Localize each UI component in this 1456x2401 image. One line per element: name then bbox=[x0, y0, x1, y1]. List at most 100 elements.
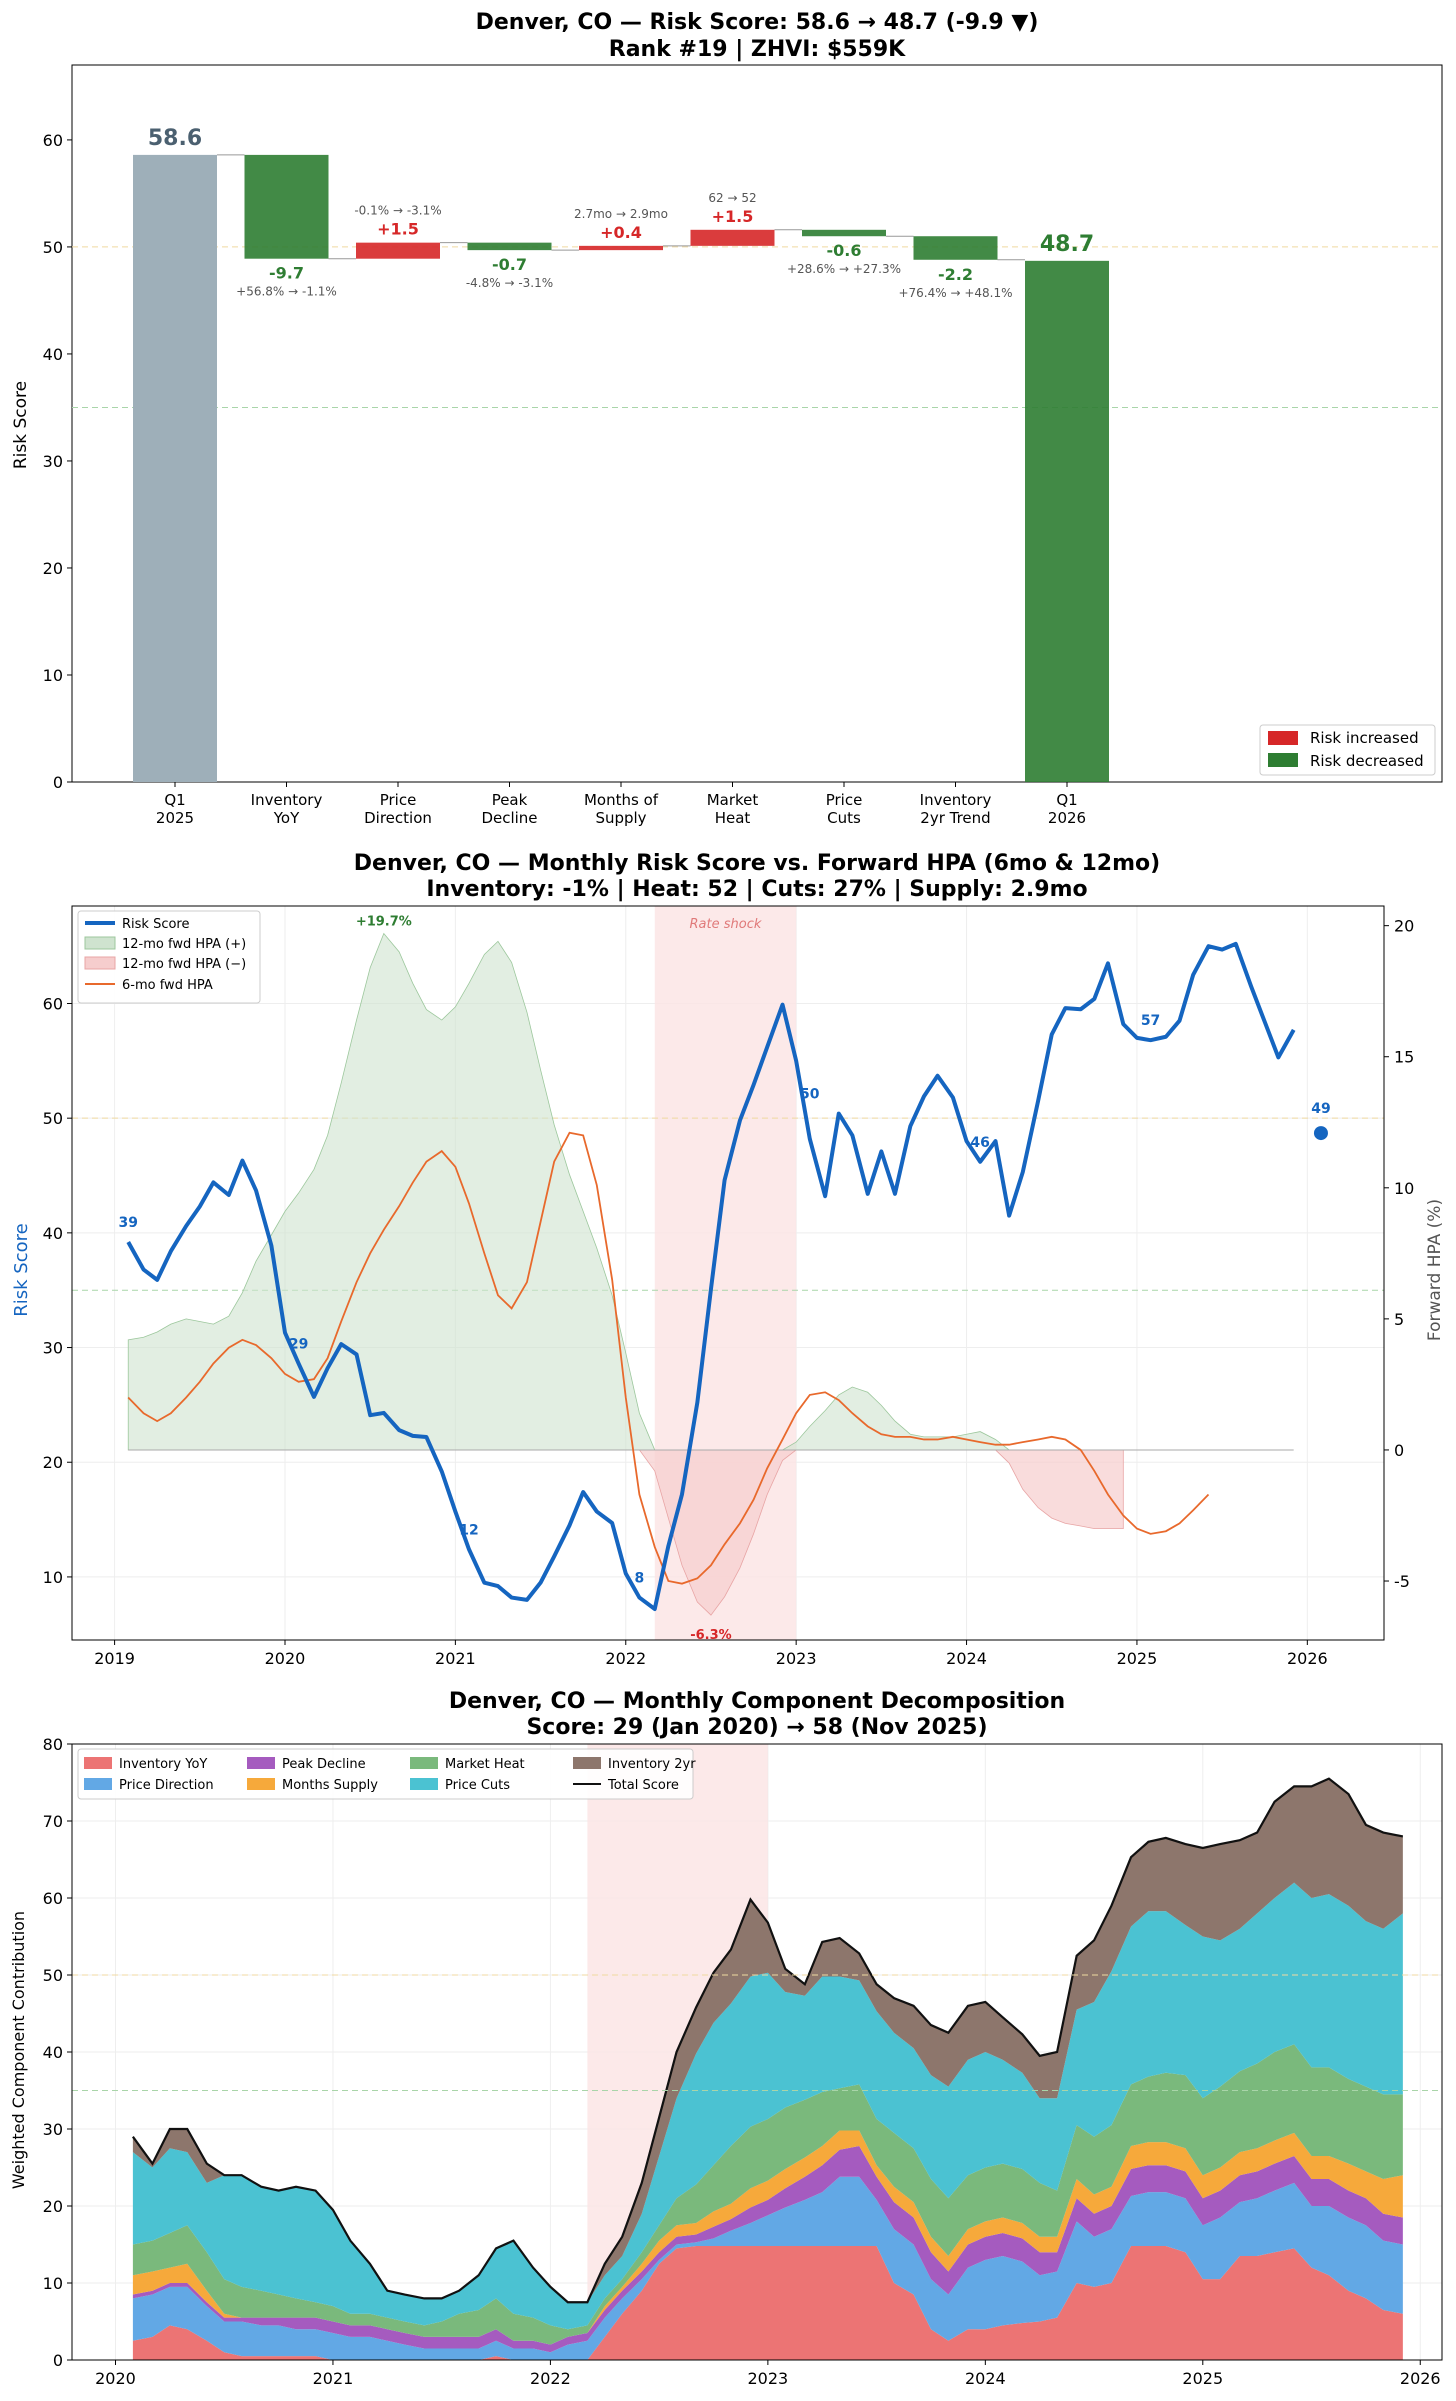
hpa-xtick-label: 2025 bbox=[1117, 1649, 1158, 1668]
delta-value-label: -2.2 bbox=[938, 265, 973, 284]
end-value-label: 48.7 bbox=[1040, 232, 1094, 257]
legend-swatch-hpa-neg bbox=[84, 956, 116, 970]
delta-bar bbox=[244, 154, 329, 259]
legend-frame bbox=[77, 910, 261, 1004]
waterfall-xtick-label: 2026 bbox=[1048, 809, 1086, 827]
hpa-ytick-label: 20 bbox=[43, 1453, 63, 1472]
waterfall-xtick-label: Heat bbox=[715, 809, 751, 827]
hpa-chart-ylabel: Risk Score bbox=[11, 1223, 32, 1316]
waterfall-chart: Denver, CO — Risk Score: 58.6 → 48.7 (-9… bbox=[11, 10, 1443, 827]
waterfall-xtick-label: Price bbox=[826, 791, 863, 809]
legend-swatch bbox=[84, 1778, 112, 1790]
component-area bbox=[132, 2246, 1403, 2360]
decomp-ytick-label: 10 bbox=[43, 2274, 63, 2293]
hpa-6mo-line bbox=[127, 1131, 1210, 1585]
waterfall-xtick-label: Inventory bbox=[920, 791, 992, 809]
legend-label-hpa6: 6-mo fwd HPA bbox=[122, 978, 213, 993]
hpa-ytick-label: 30 bbox=[43, 1339, 63, 1358]
delta-bar bbox=[913, 236, 998, 260]
waterfall-ytick-label: 20 bbox=[43, 559, 63, 578]
hpa-plot-frame bbox=[71, 905, 1385, 1641]
decomp-xtick-label: 2025 bbox=[1182, 2369, 1223, 2388]
delta-note: 2.7mo → 2.9mo bbox=[574, 207, 668, 221]
delta-note: -0.1% → -3.1% bbox=[354, 204, 441, 218]
decomp-ytick-label: 30 bbox=[43, 2120, 63, 2139]
legend-label-decrease: Risk decreased bbox=[1310, 752, 1424, 770]
legend-label: Price Cuts bbox=[445, 1778, 510, 1793]
waterfall-xtick-label: YoY bbox=[273, 809, 300, 827]
delta-value-label: +1.5 bbox=[377, 220, 419, 239]
decomp-ytick-label: 70 bbox=[43, 1812, 63, 1831]
waterfall-xtick-label: Cuts bbox=[827, 809, 861, 827]
decomp-xtick-label: 2026 bbox=[1400, 2369, 1441, 2388]
hpa-ytick-label: 60 bbox=[43, 994, 63, 1013]
rate-shock-label: Rate shock bbox=[690, 917, 762, 932]
legend-frame bbox=[1259, 724, 1436, 776]
waterfall-xtick-label: Inventory bbox=[251, 791, 323, 809]
hpa-ytick-label: 40 bbox=[43, 1224, 63, 1243]
waterfall-xtick-label: Peak bbox=[492, 791, 528, 809]
decomp-ytick-label: 50 bbox=[43, 1966, 63, 1985]
legend-label: Peak Decline bbox=[282, 1757, 366, 1772]
decomposition-ylabel: Weighted Component Contribution bbox=[9, 1911, 28, 2189]
delta-bar bbox=[690, 229, 775, 246]
waterfall-xtick-label: 2025 bbox=[156, 809, 194, 827]
legend-swatch-increase bbox=[1268, 731, 1298, 745]
end-bar bbox=[1025, 260, 1109, 783]
risk-score-point-label: 39 bbox=[118, 1215, 137, 1231]
risk-score-point-label: 50 bbox=[800, 1087, 820, 1103]
legend-label: Price Direction bbox=[119, 1778, 214, 1793]
start-bar bbox=[133, 154, 217, 783]
component-decomposition-chart: Denver, CO — Monthly Component Decomposi… bbox=[9, 1689, 1443, 2388]
waterfall-ytick-label: 0 bbox=[53, 773, 63, 792]
delta-bar bbox=[802, 229, 886, 237]
legend-label-hpa-neg: 12-mo fwd HPA (−) bbox=[122, 957, 246, 972]
waterfall-ytick-label: 10 bbox=[43, 666, 63, 685]
hpa-y2tick-label: 0 bbox=[1394, 1441, 1404, 1460]
decomp-xtick-label: 2024 bbox=[965, 2369, 1006, 2388]
hpa-xtick-label: 2026 bbox=[1287, 1649, 1328, 1668]
waterfall-title: Denver, CO — Risk Score: 58.6 → 48.7 (-9… bbox=[476, 10, 1039, 35]
delta-note: +76.4% → +48.1% bbox=[898, 286, 1012, 300]
hpa-xtick-label: 2023 bbox=[776, 1649, 817, 1668]
total-score-line bbox=[131, 1777, 1404, 2304]
component-area bbox=[132, 1778, 1403, 2303]
hpa-xtick-label: 2024 bbox=[946, 1649, 987, 1668]
legend-swatch bbox=[573, 1757, 601, 1769]
component-area bbox=[132, 2130, 1403, 2345]
delta-value-label: +0.4 bbox=[600, 223, 642, 242]
legend-label: Months Supply bbox=[282, 1778, 378, 1793]
legend-label: Total Score bbox=[607, 1778, 679, 1793]
component-area bbox=[132, 2044, 1403, 2345]
waterfall-ytick-label: 40 bbox=[43, 345, 63, 364]
legend-swatch bbox=[247, 1778, 275, 1790]
waterfall-xtick-label: Price bbox=[380, 791, 417, 809]
delta-value-label: +1.5 bbox=[712, 207, 754, 226]
waterfall-xtick-label: Direction bbox=[364, 809, 432, 827]
component-area bbox=[132, 1882, 1403, 2330]
legend-swatch-decrease bbox=[1268, 753, 1298, 767]
hpa-12mo-positive-area bbox=[127, 932, 1124, 1451]
waterfall-xtick-label: Q1 bbox=[1056, 791, 1077, 809]
delta-note: 62 → 52 bbox=[708, 191, 756, 205]
delta-bar bbox=[356, 242, 440, 259]
hpa-y2tick-label: 15 bbox=[1394, 1048, 1414, 1067]
latest-score-marker bbox=[1313, 1126, 1328, 1141]
hpa-chart-title: Denver, CO — Monthly Risk Score vs. Forw… bbox=[354, 851, 1160, 876]
legend-frame bbox=[77, 1748, 694, 1800]
decomp-xtick-label: 2021 bbox=[313, 2369, 354, 2388]
waterfall-plot-frame bbox=[71, 64, 1443, 783]
delta-bar bbox=[467, 242, 552, 251]
delta-value-label: -0.6 bbox=[827, 241, 862, 260]
decomp-xtick-label: 2023 bbox=[748, 2369, 789, 2388]
delta-value-label: -0.7 bbox=[492, 255, 527, 274]
legend-swatch bbox=[84, 1757, 112, 1769]
legend-swatch bbox=[410, 1778, 438, 1790]
legend-label: Inventory 2yr bbox=[608, 1757, 696, 1772]
hpa-ytick-label: 50 bbox=[43, 1109, 63, 1128]
decomp-ytick-label: 80 bbox=[43, 1735, 63, 1754]
delta-bar bbox=[579, 245, 663, 251]
hpa-y2tick-label: 20 bbox=[1394, 917, 1414, 936]
decomp-xtick-label: 2022 bbox=[530, 2369, 571, 2388]
legend-swatch-hpa-pos bbox=[84, 936, 116, 950]
